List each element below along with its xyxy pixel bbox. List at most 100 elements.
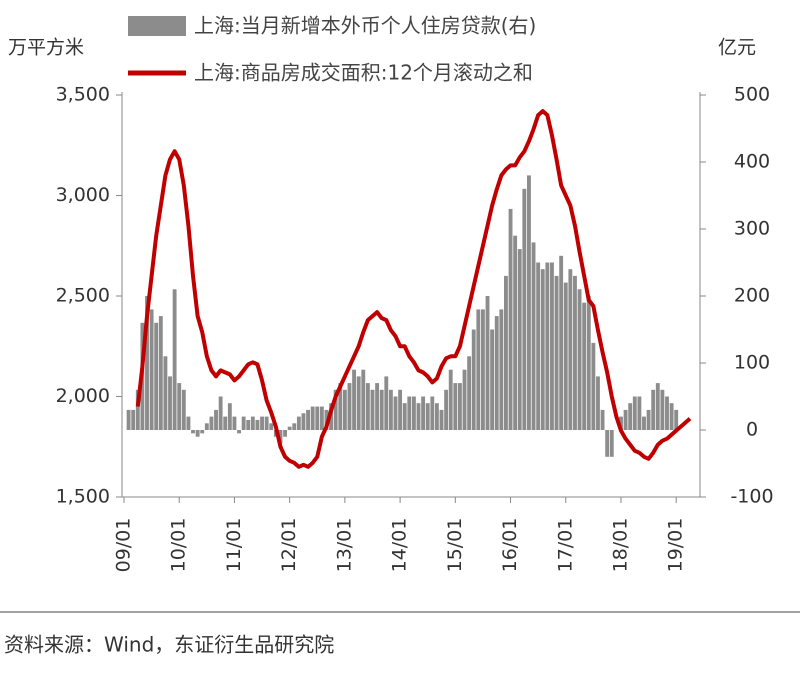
bar <box>352 369 357 430</box>
bar <box>642 416 646 430</box>
x-tick-label: 18/01 <box>609 518 631 573</box>
bar <box>398 389 403 430</box>
bar <box>145 296 149 430</box>
bar <box>674 409 679 430</box>
y2-tick-label: -100 <box>730 486 773 508</box>
bar <box>177 383 182 430</box>
bar <box>490 329 495 430</box>
bar <box>347 383 352 430</box>
bar <box>582 302 587 430</box>
bar <box>632 396 637 430</box>
bar <box>665 396 669 430</box>
bar <box>480 309 485 430</box>
bar <box>573 275 577 430</box>
bar <box>439 409 444 430</box>
y2-axis-label: 亿元 <box>718 37 756 59</box>
y2-tick-label: 100 <box>734 352 770 374</box>
y2-tick-label: 0 <box>746 419 758 441</box>
bar <box>232 416 237 430</box>
bar <box>278 430 283 444</box>
bar <box>356 376 361 430</box>
bar <box>361 369 366 430</box>
bar <box>135 389 140 430</box>
x-tick-label: 14/01 <box>389 518 411 573</box>
x-tick-label: 15/01 <box>444 518 466 573</box>
bar <box>342 389 347 430</box>
bar <box>264 416 269 430</box>
bar <box>260 416 264 430</box>
bar <box>522 188 527 430</box>
bar <box>227 403 232 430</box>
bar <box>241 416 246 430</box>
bar <box>379 389 384 430</box>
legend-swatch-bar <box>128 16 186 36</box>
bar <box>181 389 186 430</box>
bar <box>375 383 380 430</box>
bar <box>448 369 453 430</box>
bar <box>214 409 218 430</box>
bar <box>218 396 223 430</box>
y-tick-label: 2,500 <box>56 285 110 307</box>
bar <box>508 208 513 430</box>
y2-tick-label: 200 <box>734 285 770 307</box>
bar <box>333 389 338 430</box>
bar <box>471 329 476 430</box>
x-tick-label: 19/01 <box>665 518 687 573</box>
bar <box>550 262 554 430</box>
bar <box>200 430 205 434</box>
bar <box>494 316 499 430</box>
bar <box>163 356 168 430</box>
source: 资料来源：Wind，东证衍生品研究院 <box>4 633 334 657</box>
bar <box>605 430 610 457</box>
x-tick-label: 13/01 <box>333 518 355 573</box>
bar <box>283 430 287 437</box>
bar <box>306 409 310 430</box>
bar <box>255 419 260 430</box>
bar <box>425 403 430 430</box>
bar <box>499 309 504 430</box>
bar <box>559 255 564 430</box>
bar <box>246 419 251 430</box>
bar <box>310 406 315 430</box>
bar <box>195 430 200 437</box>
bar <box>287 426 292 430</box>
bar <box>191 430 195 434</box>
bar <box>609 430 614 457</box>
bar <box>517 249 522 430</box>
legend-label: 上海:商品房成交面积:12个月滚动之和 <box>194 61 533 85</box>
x-tick-label: 17/01 <box>554 518 576 573</box>
bar <box>204 423 209 430</box>
bar <box>619 416 623 430</box>
bar <box>411 396 416 430</box>
bar <box>540 269 545 430</box>
bar <box>250 416 255 430</box>
bar <box>223 416 228 430</box>
bar <box>596 376 600 430</box>
bar <box>407 396 412 430</box>
bar <box>536 262 541 430</box>
bar <box>655 383 660 430</box>
bar <box>388 389 393 430</box>
bar <box>646 409 651 430</box>
bar <box>393 396 398 430</box>
bar <box>416 403 421 430</box>
bar <box>154 322 159 430</box>
bar <box>531 242 536 430</box>
x-tick-label: 10/01 <box>168 518 190 573</box>
bar <box>467 356 472 430</box>
bar <box>421 396 426 430</box>
bar <box>301 413 306 430</box>
bar <box>296 416 301 430</box>
y-tick-label: 1,500 <box>56 486 110 508</box>
bar <box>172 289 177 430</box>
bar <box>527 175 531 430</box>
bar <box>623 409 628 430</box>
bar <box>462 369 467 430</box>
bar <box>402 403 407 430</box>
x-tick-label: 09/01 <box>113 518 135 573</box>
bar <box>131 409 136 430</box>
bar <box>434 403 439 430</box>
bar <box>476 309 481 430</box>
bar <box>237 430 241 434</box>
